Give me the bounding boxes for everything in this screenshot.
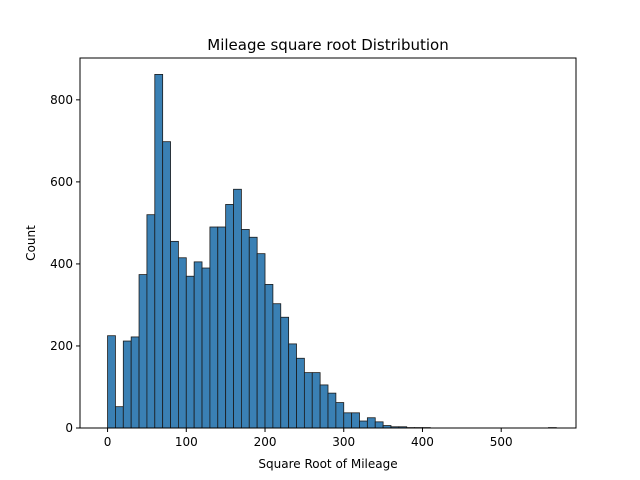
- histogram-bar: [146, 214, 156, 429]
- histogram-bar: [178, 257, 187, 429]
- histogram-bar: [343, 412, 353, 429]
- histogram-bar: [130, 336, 140, 429]
- histogram-bar: [138, 274, 148, 429]
- x-tick-label: 300: [332, 435, 355, 449]
- chart-title: Mileage square root Distribution: [207, 36, 448, 54]
- x-tick-label: 100: [175, 435, 198, 449]
- histogram-bar: [256, 253, 266, 429]
- x-axis-ticks: 0 100 200 300 400 500: [104, 428, 513, 449]
- histogram-bar: [217, 226, 227, 429]
- y-tick-label: 800: [50, 93, 73, 107]
- histogram-bar: [233, 188, 242, 429]
- histogram-bar: [115, 406, 124, 429]
- histogram-bar: [351, 412, 360, 429]
- x-tick-label: 400: [411, 435, 434, 449]
- y-axis-label: Count: [24, 225, 38, 261]
- histogram-bar: [288, 343, 297, 429]
- y-tick-label: 200: [50, 339, 73, 353]
- histogram-bar: [359, 420, 368, 429]
- y-tick-label: 0: [65, 421, 73, 435]
- histogram-bar: [264, 284, 274, 429]
- x-tick-label: 200: [254, 435, 277, 449]
- histogram-bar: [280, 316, 290, 429]
- histogram-bar: [170, 240, 179, 429]
- histogram-bar: [107, 335, 116, 429]
- histogram-bar: [122, 340, 132, 429]
- histogram-bar: [201, 267, 211, 429]
- histogram-bar: [327, 392, 337, 429]
- histogram-bar: [209, 226, 219, 429]
- histogram-bar: [319, 384, 329, 429]
- histogram-bar: [193, 261, 203, 429]
- y-axis-ticks: 0 200 400 600 800: [50, 93, 80, 435]
- histogram-bar: [335, 402, 345, 429]
- y-tick-label: 600: [50, 175, 73, 189]
- histogram-bar: [374, 421, 384, 429]
- y-tick-label: 400: [50, 257, 73, 271]
- x-axis-label: Square Root of Mileage: [258, 457, 397, 471]
- bars: [107, 74, 557, 429]
- histogram-bar: [272, 303, 282, 429]
- x-tick-label: 0: [104, 435, 112, 449]
- histogram-bar: [248, 236, 258, 429]
- histogram-bar: [366, 417, 376, 429]
- histogram-bar: [225, 204, 234, 429]
- histogram-bar: [185, 275, 195, 429]
- histogram-bar: [296, 357, 305, 429]
- x-tick-label: 500: [490, 435, 513, 449]
- histogram-bar: [162, 141, 171, 429]
- histogram-bar: [240, 229, 250, 429]
- histogram-bar: [303, 372, 313, 429]
- histogram-bar: [154, 74, 164, 429]
- histogram-bar: [311, 372, 321, 429]
- plot-frame: [79, 57, 577, 429]
